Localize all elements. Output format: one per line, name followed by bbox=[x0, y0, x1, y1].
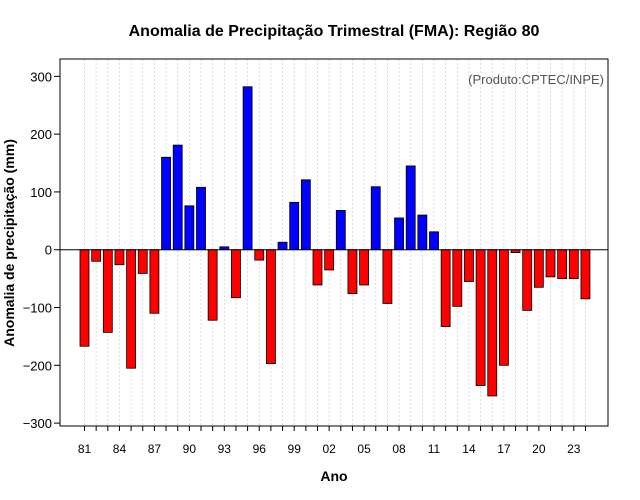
bar-1985 bbox=[126, 249, 136, 369]
bar-2000 bbox=[300, 179, 311, 251]
x-axis: 81 84 87 90 93 96 99 02 05 08 11 14 17 20 23 bbox=[78, 426, 586, 456]
bar-2008 bbox=[394, 217, 404, 251]
bar-2014 bbox=[464, 249, 474, 282]
bar-1988 bbox=[161, 156, 171, 251]
bar-1995 bbox=[242, 86, 253, 251]
bar-2012 bbox=[440, 249, 451, 327]
x-tick-label-1996: 96 bbox=[253, 442, 267, 456]
bar-1981 bbox=[79, 249, 90, 347]
x-tick-label-2002: 02 bbox=[322, 442, 336, 456]
bar-1997 bbox=[265, 249, 276, 364]
bar-2017 bbox=[498, 249, 509, 366]
y-tick-label--200: −200 bbox=[23, 358, 52, 373]
x-tick-label-1990: 90 bbox=[183, 442, 197, 456]
bar-2002 bbox=[324, 249, 335, 271]
bar-1987 bbox=[149, 249, 160, 314]
x-tick-label-1993: 93 bbox=[218, 442, 232, 456]
bar-2006 bbox=[370, 186, 381, 251]
bar-series bbox=[79, 86, 591, 397]
x-tick-label-1981: 81 bbox=[78, 442, 92, 456]
bar-1994 bbox=[231, 249, 241, 299]
plot-frame bbox=[59, 58, 609, 427]
y-tick-label-0: 0 bbox=[45, 243, 52, 258]
x-tick-label-2014: 14 bbox=[462, 442, 476, 456]
x-tick-label-2023: 23 bbox=[567, 442, 581, 456]
bar-1990 bbox=[184, 205, 195, 251]
y-tick-label-300: 300 bbox=[30, 69, 52, 84]
chart-title: Anomalia de Precipitação Trimestral (FMA… bbox=[129, 23, 540, 40]
x-tick-label-2008: 08 bbox=[392, 442, 406, 456]
credit-text: (Produto:CPTEC/INPE) bbox=[468, 72, 604, 87]
x-tick-label-1987: 87 bbox=[148, 442, 162, 456]
bar-2007 bbox=[382, 249, 393, 304]
bar-2024 bbox=[580, 249, 591, 300]
y-tick-label-100: 100 bbox=[30, 185, 52, 200]
y-tick-label-200: 200 bbox=[30, 127, 52, 142]
bar-1984 bbox=[114, 249, 125, 266]
bar-2022 bbox=[557, 249, 568, 280]
bar-2005 bbox=[359, 249, 370, 286]
bar-2020 bbox=[533, 249, 544, 288]
bar-2013 bbox=[452, 249, 463, 307]
bar-1992 bbox=[207, 249, 218, 321]
x-axis-label: Ano bbox=[320, 468, 347, 484]
y-axis-label: Anomalia de precipitação (mm) bbox=[1, 139, 17, 347]
bar-2003 bbox=[335, 210, 346, 251]
bar-2004 bbox=[347, 249, 358, 295]
bar-1991 bbox=[196, 186, 206, 251]
bar-2010 bbox=[417, 214, 428, 251]
bar-1982 bbox=[91, 249, 102, 262]
x-tick-label-2020: 20 bbox=[532, 442, 546, 456]
bar-2021 bbox=[545, 249, 556, 278]
x-tick-label-2017: 17 bbox=[497, 442, 511, 456]
x-tick-label-1999: 99 bbox=[288, 442, 302, 456]
bar-2016 bbox=[487, 249, 498, 397]
x-tick-label-2005: 05 bbox=[357, 442, 371, 456]
bar-2015 bbox=[475, 249, 486, 386]
bar-2019 bbox=[522, 249, 533, 311]
bar-1983 bbox=[102, 249, 113, 333]
x-tick-label-1984: 84 bbox=[113, 442, 127, 456]
y-tick-label--100: −100 bbox=[23, 301, 52, 316]
x-tick-label-2011: 11 bbox=[428, 442, 441, 456]
bar-2011 bbox=[429, 231, 439, 251]
bar-1986 bbox=[137, 249, 148, 274]
y-axis: −300 −200 −100 0 100 200 300 bbox=[23, 69, 60, 431]
bar-1989 bbox=[172, 144, 183, 251]
bar-2009 bbox=[405, 165, 416, 251]
bar-1998 bbox=[277, 241, 288, 251]
bar-1999 bbox=[289, 201, 300, 251]
bar-2001 bbox=[312, 249, 323, 286]
y-tick-label--300: −300 bbox=[23, 416, 52, 431]
bar-2023 bbox=[568, 249, 579, 280]
bar-1996 bbox=[254, 249, 265, 261]
